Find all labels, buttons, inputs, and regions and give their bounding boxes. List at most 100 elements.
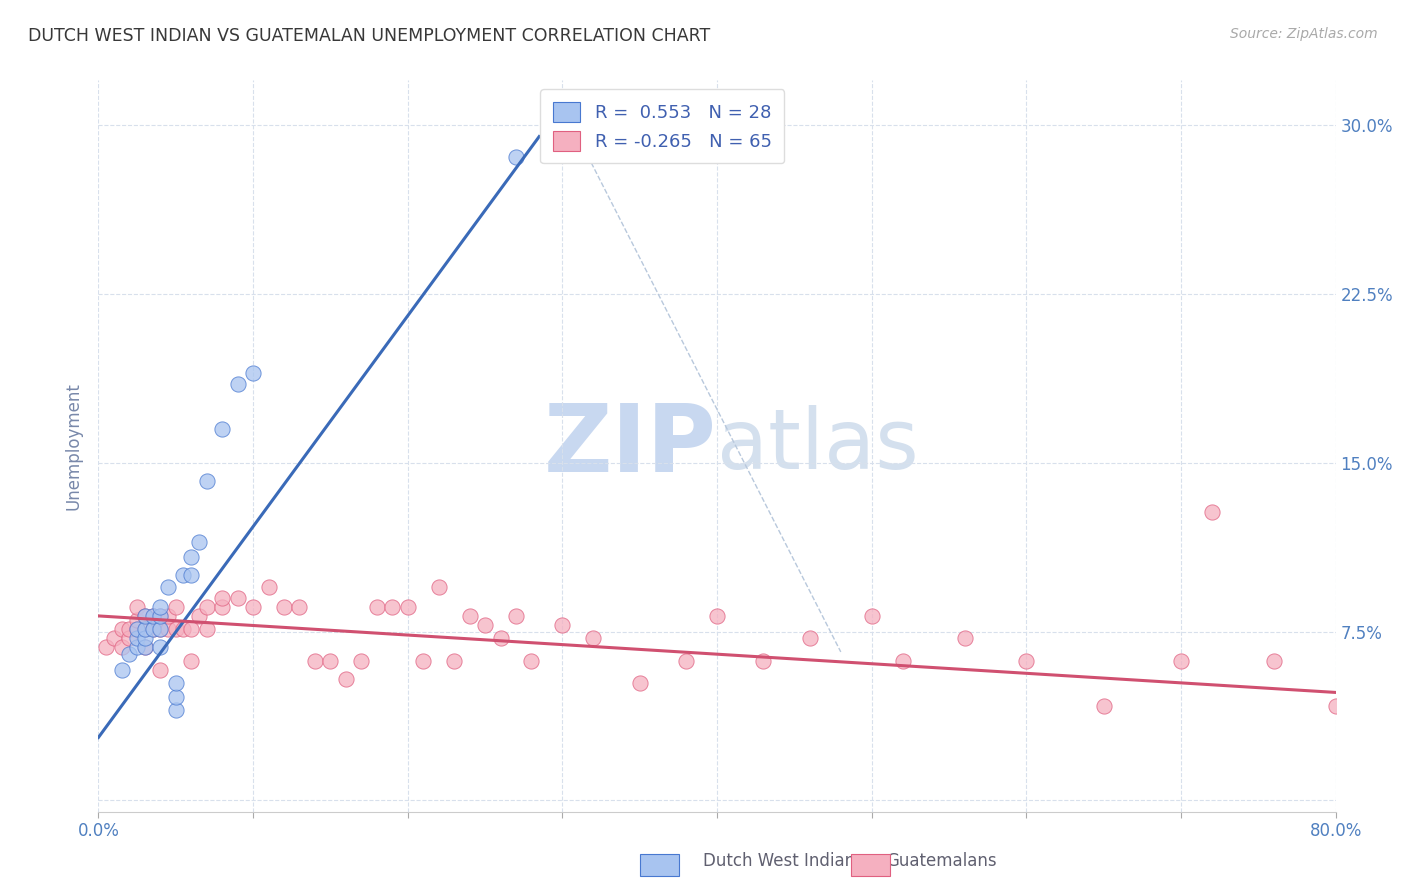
Point (396, 599, 419, 614)
Point (180, 654, 202, 668)
Point (96, 640, 118, 655)
Point (111, 640, 134, 655)
Point (134, 608, 156, 623)
Point (242, 599, 264, 614)
Point (628, 676, 651, 690)
Point (458, 608, 481, 623)
Point (799, 632, 821, 646)
Point (111, 623, 134, 637)
Point (149, 608, 172, 623)
Point (706, 608, 728, 623)
Point (443, 654, 465, 668)
Point (149, 623, 172, 637)
Point (127, 623, 149, 637)
Point (752, 654, 775, 668)
Y-axis label: Unemployment: Unemployment (65, 382, 83, 510)
Point (134, 640, 156, 655)
Point (188, 534, 211, 549)
Point (127, 623, 149, 637)
Point (149, 663, 172, 677)
Point (335, 672, 357, 686)
Point (551, 618, 574, 632)
Point (226, 377, 249, 392)
Point (134, 632, 156, 646)
Point (149, 608, 172, 623)
Point (582, 632, 605, 646)
Point (953, 632, 976, 646)
Point (474, 618, 496, 632)
Point (111, 663, 134, 677)
Point (157, 580, 180, 594)
Point (381, 599, 404, 614)
Point (142, 623, 165, 637)
Point (366, 599, 388, 614)
Point (157, 623, 180, 637)
Text: Dutch West Indians: Dutch West Indians (703, 852, 863, 870)
Point (211, 591, 233, 605)
Point (134, 608, 156, 623)
Point (675, 654, 697, 668)
Legend: R =  0.553   N = 28, R = -0.265   N = 65: R = 0.553 N = 28, R = -0.265 N = 65 (540, 89, 785, 163)
Point (273, 599, 295, 614)
Point (149, 623, 172, 637)
Point (242, 366, 264, 380)
Point (489, 632, 512, 646)
Point (127, 632, 149, 646)
Point (257, 580, 280, 594)
Point (195, 474, 218, 488)
Point (165, 690, 187, 704)
Point (165, 676, 187, 690)
Point (412, 654, 434, 668)
Point (149, 599, 172, 614)
Text: DUTCH WEST INDIAN VS GUATEMALAN UNEMPLOYMENT CORRELATION CHART: DUTCH WEST INDIAN VS GUATEMALAN UNEMPLOY… (28, 27, 710, 45)
Point (505, 608, 527, 623)
Point (173, 568, 195, 582)
Point (226, 591, 249, 605)
Point (350, 654, 373, 668)
Point (127, 599, 149, 614)
Text: Guatemalans: Guatemalans (886, 852, 997, 870)
Point (188, 608, 211, 623)
Point (118, 647, 141, 661)
Point (195, 623, 218, 637)
Point (127, 640, 149, 655)
Point (180, 623, 202, 637)
Point (505, 150, 527, 164)
Point (195, 599, 218, 614)
Point (860, 608, 883, 623)
Point (427, 580, 450, 594)
Point (103, 632, 125, 646)
Point (165, 623, 187, 637)
Point (1170, 654, 1192, 668)
Point (1015, 654, 1038, 668)
Point (118, 623, 141, 637)
Point (118, 632, 141, 646)
Point (211, 599, 233, 614)
Text: atlas: atlas (717, 406, 918, 486)
Point (1324, 698, 1347, 713)
Point (134, 623, 156, 637)
Point (1201, 505, 1223, 519)
Point (134, 623, 156, 637)
Point (165, 703, 187, 717)
Point (304, 654, 326, 668)
Point (180, 550, 202, 565)
Point (520, 654, 543, 668)
Text: ZIP: ZIP (544, 400, 717, 492)
Point (127, 614, 149, 628)
Text: Source: ZipAtlas.com: Source: ZipAtlas.com (1230, 27, 1378, 41)
Point (288, 599, 311, 614)
Point (1092, 698, 1115, 713)
Point (180, 568, 202, 582)
Point (142, 608, 165, 623)
Point (134, 640, 156, 655)
Point (157, 608, 180, 623)
Point (173, 623, 195, 637)
Point (142, 608, 165, 623)
Point (142, 623, 165, 637)
Point (211, 422, 233, 436)
Point (149, 640, 172, 655)
Point (891, 654, 914, 668)
Point (165, 599, 187, 614)
Point (319, 654, 342, 668)
